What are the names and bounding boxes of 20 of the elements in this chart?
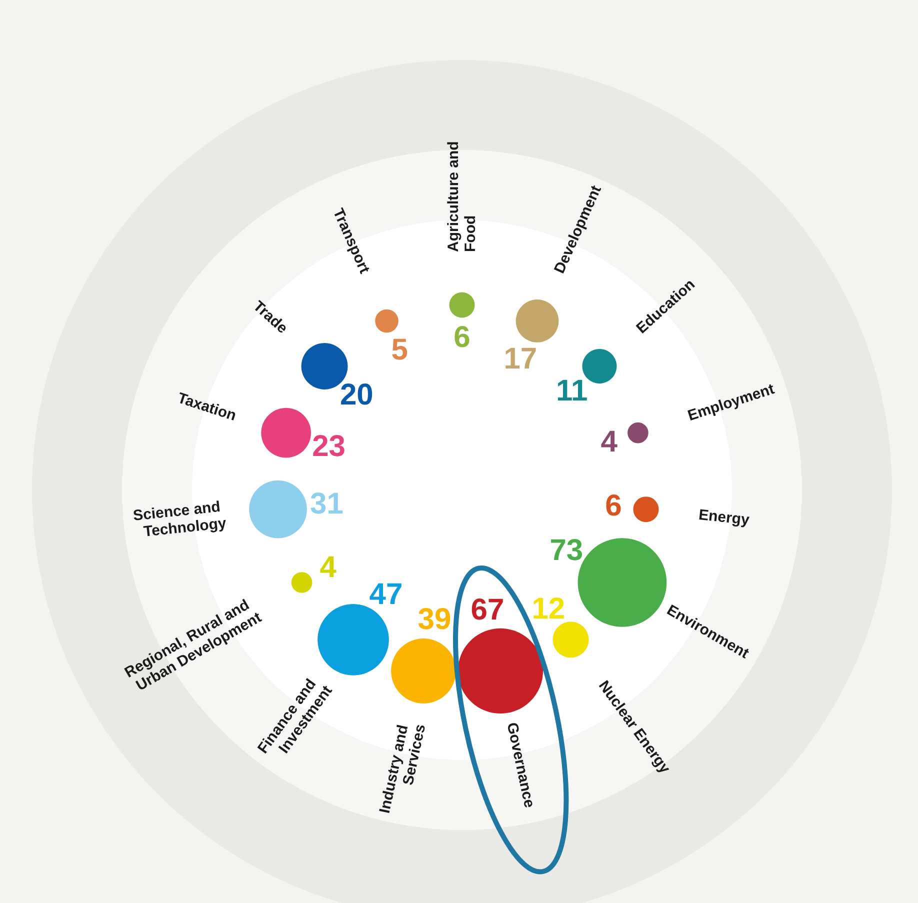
data-label: 4 [320, 550, 337, 584]
data-label: 67 [470, 593, 504, 626]
data-label: 20 [340, 378, 374, 412]
category-label: Science and Technology [132, 498, 228, 541]
data-label: 23 [312, 430, 346, 464]
data-label: 31 [310, 488, 344, 521]
data-label: 4 [600, 426, 618, 459]
data-label: 39 [418, 603, 452, 636]
category-label: Industry and Services [376, 719, 430, 815]
data-label: 73 [550, 534, 584, 567]
data-label: 6 [454, 321, 470, 354]
data-label: 11 [556, 374, 588, 408]
data-label: 5 [391, 333, 408, 366]
data-label: 12 [532, 592, 566, 626]
category-label: Energy [698, 506, 751, 529]
data-label: 6 [605, 489, 622, 522]
data-label: 17 [504, 342, 538, 376]
data-label: 47 [369, 578, 403, 612]
category-label: Governance [503, 721, 538, 810]
category-label: Agriculture and Food [445, 136, 479, 252]
